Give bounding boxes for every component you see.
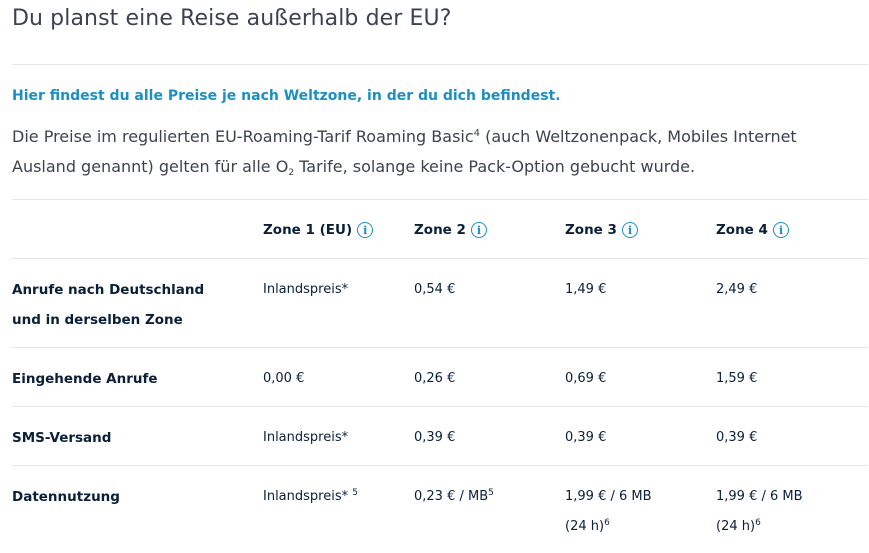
row-divider [12,406,868,407]
info-icon[interactable]: i [621,222,638,238]
table-top-divider [12,199,868,200]
footnote-6[interactable]: 6 [755,518,761,528]
row-divider [12,465,868,466]
table-cell: 1,49 € [565,282,607,297]
table-cell: 0,39 € [716,430,758,445]
table-cell: 0,69 € [565,371,607,386]
info-icon[interactable]: i [772,222,789,238]
intro-text: Die Preise im regulierten EU-Roaming-Tar… [12,127,797,178]
row-label-calls-home: Anrufe nach Deutschland und in derselben… [12,282,205,328]
table-cell: Inlandspreis* [263,430,349,445]
info-icon[interactable]: i [357,222,374,238]
table-cell: Inlandspreis* [263,282,349,297]
page-title: Du planst eine Reise außerhalb der EU? [12,6,452,31]
footnote-4[interactable]: 4 [473,128,481,139]
row-divider [12,258,868,259]
table-cell: 1,99 € / 6 MB (24 h)6 [565,489,652,534]
row-label-sms: SMS-Versand [12,430,112,446]
table-cell: 0,26 € [414,371,456,386]
footnote-6[interactable]: 6 [604,518,610,528]
table-cell: 0,39 € [565,430,607,445]
table-cell: 2,49 € [716,282,758,297]
row-label-incoming-calls: Eingehende Anrufe [12,371,158,387]
intro-heading: Hier findest du alle Preise je nach Welt… [12,88,561,104]
row-label-data: Datennutzung [12,489,120,505]
table-cell: 0,54 € [414,282,456,297]
footnote-5[interactable]: 5 [488,488,494,498]
table-cell: 0,23 € / MB5 [414,488,494,505]
info-icon[interactable]: i [470,222,487,238]
footnote-5[interactable]: 5 [352,488,358,498]
table-cell: 0,39 € [414,430,456,445]
divider [12,64,868,65]
zone-1-header: Zone 1 (EU) i [263,215,374,245]
table-cell: Inlandspreis* 5 [263,488,358,505]
table-cell: 1,99 € / 6 MB (24 h)6 [716,489,803,534]
table-cell: 0,00 € [263,371,305,386]
row-divider [12,347,868,348]
table-cell: 1,59 € [716,371,758,386]
